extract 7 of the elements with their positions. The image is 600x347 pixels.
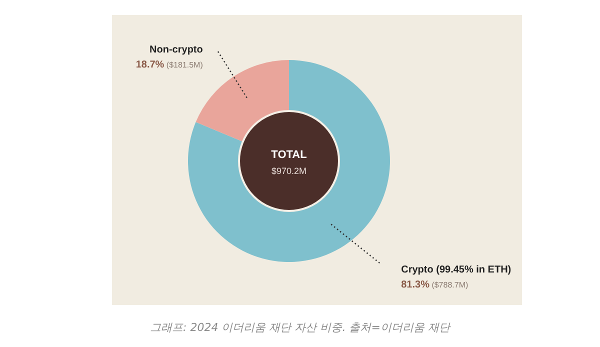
data-label: 81.3% ($788.7M) [401, 279, 469, 290]
data-label: 18.7% ($181.5M) [136, 60, 204, 71]
text: 그래프: 2024 이더리움 재단 자산 비중. 출처=이더리움 재단 [150, 321, 451, 334]
slice-label: Crypto (99.45% in ETH) [401, 264, 512, 276]
slice-label: Non-crypto [150, 44, 203, 56]
text: TOTAL [271, 149, 308, 161]
text: $970.2M [271, 166, 307, 176]
